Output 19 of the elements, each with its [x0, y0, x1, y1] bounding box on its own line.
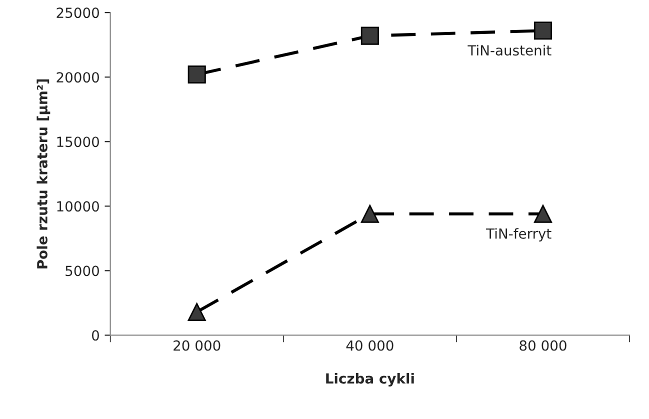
point — [360, 204, 379, 223]
x-tick-label: 20 000 — [174, 340, 220, 351]
y-tick-label: 5000 — [66, 266, 99, 276]
y-tick-label: 20000 — [56, 72, 99, 83]
series-label: TiN-austenit — [468, 44, 552, 56]
point — [360, 26, 379, 45]
x-tick-label: 80 000 — [520, 340, 566, 351]
point — [534, 204, 552, 223]
point — [534, 22, 552, 40]
y-axis-title: Pole rzutu krateru [μm²] — [36, 79, 50, 268]
y-tick-label: 15000 — [57, 136, 99, 148]
series-label: TiN-ferryt — [486, 228, 552, 242]
y-tick-label: 25000 — [56, 8, 99, 18]
point — [188, 65, 206, 84]
y-tick-label: 10000 — [57, 201, 99, 212]
x-tick-label: 40 000 — [346, 340, 394, 351]
point — [188, 302, 206, 321]
x-axis-title: Liczba cykli — [326, 372, 414, 386]
y-tick-label: 0 — [92, 330, 99, 341]
